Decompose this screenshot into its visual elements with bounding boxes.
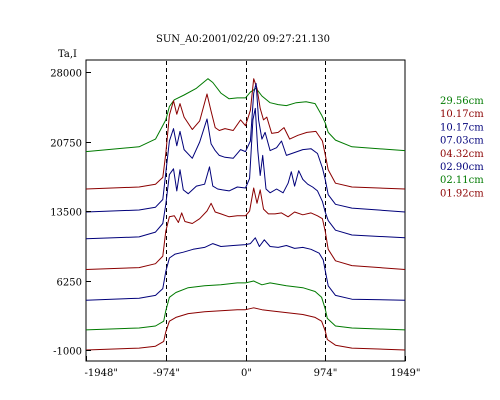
legend-entry-1: 10.17cm bbox=[440, 109, 484, 120]
y-axis-ticks: 28000 20750 13500 6250 -1000 bbox=[50, 69, 91, 358]
legend-entry-0: 29.56cm bbox=[440, 96, 484, 107]
series-line-1 bbox=[85, 78, 406, 190]
legend: 29.56cm 10.17cm 10.17cm 07.03cm 04.32cm 02.90… bbox=[440, 96, 484, 199]
legend-entry-5: 02.90cm bbox=[440, 162, 484, 173]
plot-frame bbox=[85, 59, 406, 362]
series-line-2 bbox=[85, 83, 406, 213]
series-line-7 bbox=[85, 307, 406, 351]
series-layer bbox=[85, 78, 406, 351]
legend-entry-2: 10.17cm bbox=[440, 122, 484, 133]
series-line-4 bbox=[85, 187, 406, 270]
legend-entry-3: 07.03cm bbox=[440, 136, 484, 147]
y-tick-label-4: -1000 bbox=[53, 347, 82, 358]
y-tick-label-2: 13500 bbox=[50, 208, 82, 219]
y-tick-label-3: 6250 bbox=[57, 278, 82, 289]
x-tick-label-1: -974" bbox=[153, 368, 180, 379]
series-line-0 bbox=[85, 78, 406, 153]
x-tick-label-4: 1949" bbox=[390, 368, 420, 379]
series-line-5 bbox=[85, 237, 406, 301]
reference-lines bbox=[166, 61, 326, 360]
series-line-6 bbox=[85, 280, 406, 331]
series-line-3 bbox=[85, 107, 406, 240]
legend-entry-7: 01.92cm bbox=[440, 188, 484, 199]
x-axis-ticks: -1948" -974" 0" 974" 1949" bbox=[85, 356, 421, 379]
x-tick-label-3: 974" bbox=[314, 368, 338, 379]
y-tick-label-1: 20750 bbox=[50, 139, 82, 150]
x-tick-label-0: -1948" bbox=[85, 368, 118, 379]
legend-entry-4: 04.32cm bbox=[440, 149, 484, 160]
chart-title: SUN_A0:2001/02/20 09:27:21.130 bbox=[156, 34, 330, 45]
y-tick-label-0: 28000 bbox=[50, 69, 82, 80]
legend-entry-6: 02.11cm bbox=[440, 175, 484, 186]
y-axis-label: Ta,I bbox=[58, 49, 77, 60]
x-tick-label-2: 0" bbox=[241, 368, 252, 379]
